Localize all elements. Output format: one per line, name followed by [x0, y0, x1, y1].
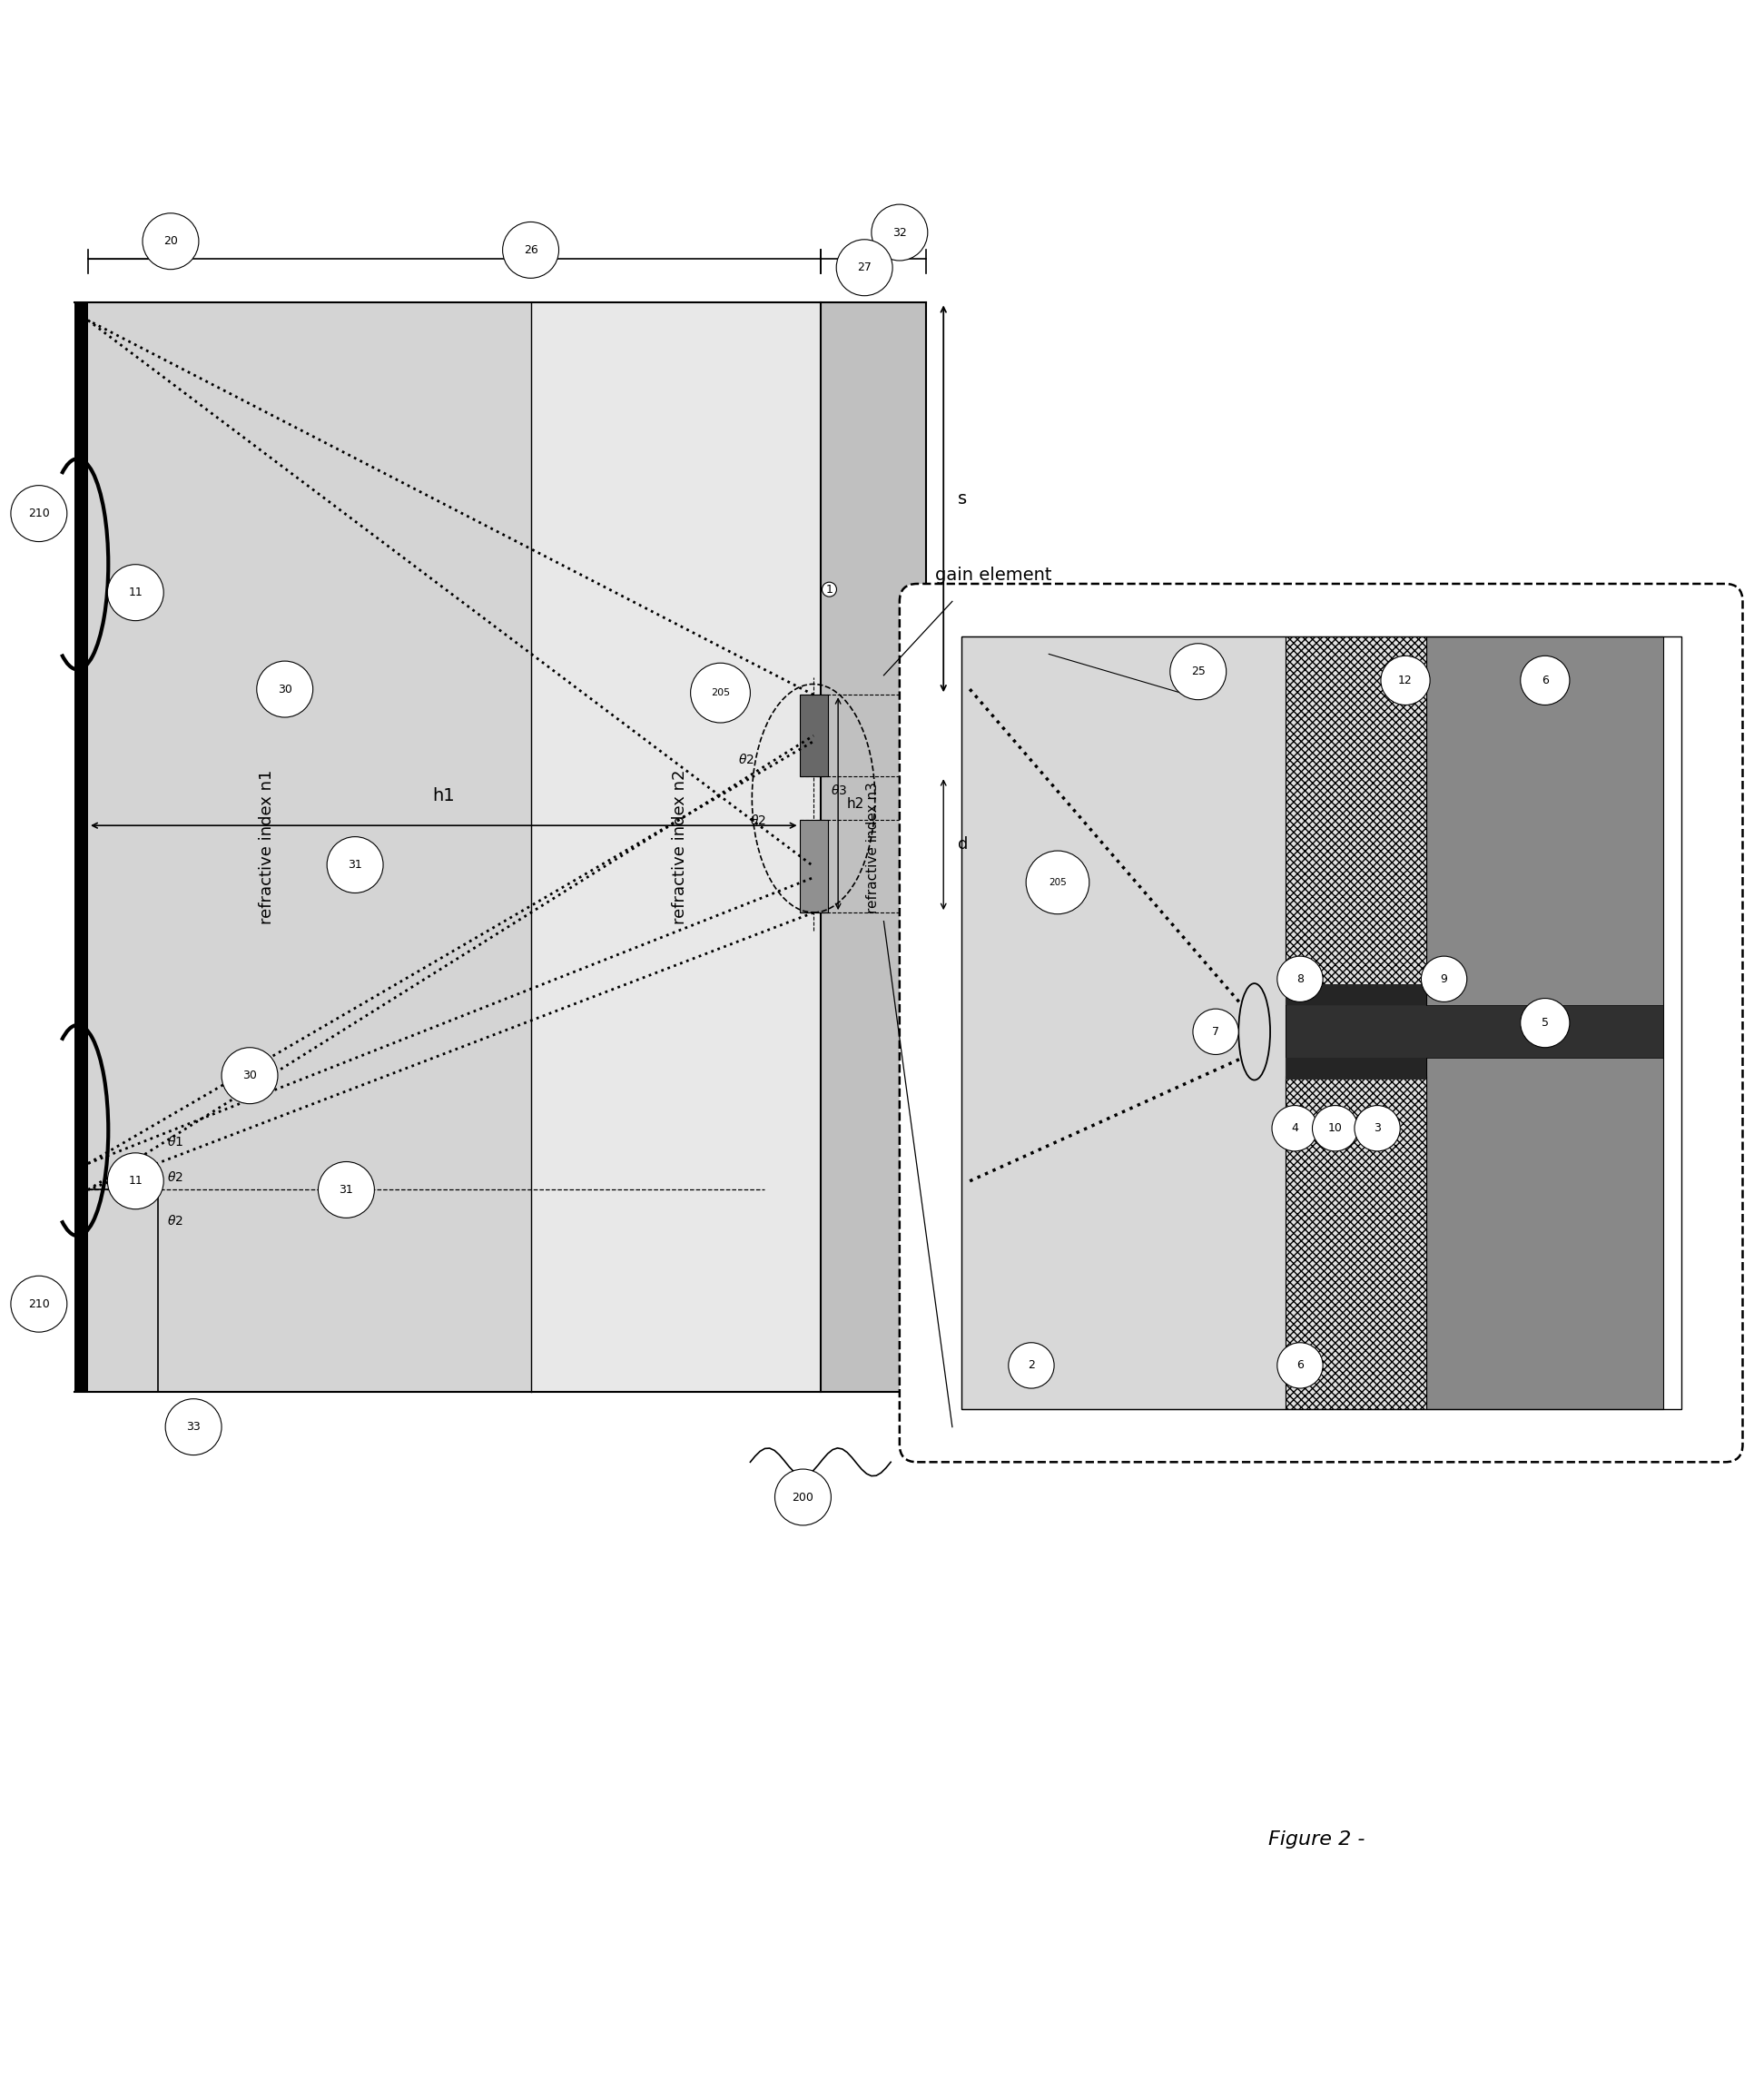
Text: $\theta$2: $\theta$2	[168, 1170, 183, 1184]
Text: 4: 4	[1291, 1122, 1298, 1134]
Text: 25: 25	[1191, 666, 1205, 678]
Circle shape	[108, 1153, 164, 1209]
Text: $\theta$2: $\theta$2	[737, 751, 755, 766]
Bar	[961, 637, 1286, 1409]
Text: 7: 7	[1212, 1026, 1219, 1038]
Text: refractive index n3: refractive index n3	[866, 782, 880, 914]
Bar	[1286, 637, 1427, 988]
Bar	[88, 1190, 159, 1392]
Text: s: s	[958, 491, 967, 508]
Circle shape	[11, 1276, 67, 1332]
Circle shape	[871, 204, 928, 260]
Bar	[1286, 1005, 1663, 1057]
Bar	[531, 302, 820, 1392]
Circle shape	[1272, 1105, 1318, 1151]
Text: $\theta$1: $\theta$1	[168, 1134, 183, 1149]
Circle shape	[1009, 1342, 1055, 1388]
Bar	[1286, 984, 1427, 1005]
Circle shape	[1381, 656, 1431, 705]
Bar	[799, 820, 827, 914]
Circle shape	[326, 837, 383, 893]
Text: h1: h1	[432, 787, 455, 805]
Text: 210: 210	[28, 508, 49, 520]
Text: 6: 6	[1542, 674, 1549, 687]
Circle shape	[836, 239, 893, 296]
Circle shape	[1312, 1105, 1358, 1151]
Circle shape	[1277, 1342, 1323, 1388]
Bar	[74, 302, 531, 1392]
Text: $\theta$3: $\theta$3	[831, 782, 847, 797]
FancyBboxPatch shape	[900, 585, 1743, 1463]
Circle shape	[1192, 1009, 1238, 1055]
Circle shape	[108, 564, 164, 620]
Text: 30: 30	[242, 1070, 258, 1082]
Text: gain element: gain element	[935, 566, 1051, 585]
Circle shape	[11, 485, 67, 541]
Text: 27: 27	[857, 262, 871, 273]
Text: h2: h2	[847, 797, 864, 810]
Text: 30: 30	[277, 683, 293, 695]
Circle shape	[166, 1398, 222, 1455]
Text: 1: 1	[826, 583, 833, 595]
Text: $\theta$2: $\theta$2	[750, 814, 767, 828]
Text: 8: 8	[1297, 974, 1304, 984]
Bar	[820, 302, 926, 1392]
Text: 12: 12	[1399, 674, 1413, 687]
Bar	[799, 695, 827, 776]
Text: 31: 31	[348, 859, 362, 870]
Text: 11: 11	[129, 1176, 143, 1186]
Text: 9: 9	[1441, 974, 1448, 984]
Bar	[961, 637, 1681, 1409]
Text: 5: 5	[1542, 1018, 1549, 1028]
Text: 26: 26	[524, 243, 538, 256]
Bar	[1286, 1076, 1427, 1409]
Circle shape	[1521, 656, 1570, 705]
Circle shape	[143, 212, 199, 268]
Circle shape	[1027, 851, 1088, 914]
Text: refractive index n2: refractive index n2	[672, 770, 688, 924]
Circle shape	[222, 1047, 277, 1103]
Text: 32: 32	[893, 227, 907, 239]
Text: 33: 33	[187, 1421, 201, 1434]
Text: 200: 200	[792, 1492, 813, 1502]
Text: 11: 11	[129, 587, 143, 599]
Text: 210: 210	[28, 1299, 49, 1309]
Text: 205: 205	[711, 689, 730, 697]
Text: Figure 2 -: Figure 2 -	[1268, 1831, 1365, 1848]
Text: 205: 205	[1048, 878, 1067, 887]
Circle shape	[503, 223, 559, 279]
Circle shape	[258, 662, 312, 718]
Circle shape	[1170, 643, 1226, 699]
Text: 31: 31	[339, 1184, 353, 1197]
Circle shape	[690, 664, 750, 722]
Bar	[74, 302, 88, 1392]
Circle shape	[1277, 955, 1323, 1001]
Bar	[1286, 1057, 1427, 1080]
Text: 3: 3	[1374, 1122, 1381, 1134]
Text: d: d	[958, 837, 968, 853]
Circle shape	[1422, 955, 1468, 1001]
Circle shape	[1355, 1105, 1401, 1151]
Text: 2: 2	[1028, 1359, 1035, 1371]
Text: $\theta$2: $\theta$2	[168, 1213, 183, 1228]
Circle shape	[318, 1161, 374, 1217]
Circle shape	[774, 1469, 831, 1525]
Circle shape	[1521, 999, 1570, 1047]
Text: 10: 10	[1328, 1122, 1342, 1134]
Bar	[1427, 637, 1663, 1409]
Text: 6: 6	[1297, 1359, 1304, 1371]
Text: 20: 20	[164, 235, 178, 248]
Text: refractive index n1: refractive index n1	[259, 770, 275, 924]
